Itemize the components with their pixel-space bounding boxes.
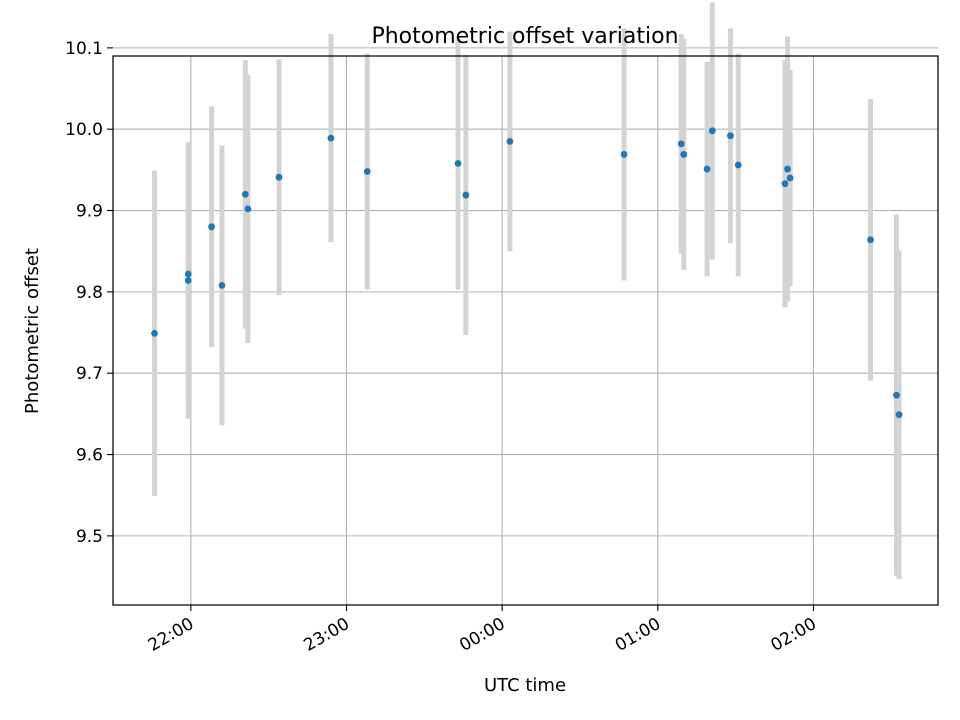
data-point	[680, 151, 688, 158]
y-axis-ticks: 9.5 9.6 9.7 9.8 9.9 10.0 10.1	[65, 39, 113, 547]
data-point	[218, 281, 226, 289]
data-points	[151, 127, 903, 419]
data-point	[677, 140, 685, 148]
data-point	[727, 132, 734, 140]
x-axis-label: UTC time	[484, 675, 566, 696]
y-tick-label: 9.7	[76, 364, 103, 384]
data-point	[895, 411, 903, 419]
data-point	[363, 168, 371, 175]
data-point	[506, 138, 514, 145]
data-point	[208, 223, 215, 231]
data-point	[454, 159, 462, 167]
plot-frame	[112, 55, 939, 606]
data-point	[462, 191, 470, 199]
data-point	[327, 134, 335, 142]
data-point	[734, 161, 742, 169]
grid	[113, 47, 938, 605]
data-point	[781, 180, 789, 188]
data-point	[786, 174, 794, 182]
y-tick-label: 10.1	[65, 39, 103, 59]
data-point	[184, 270, 192, 278]
data-point	[151, 329, 158, 337]
data-point	[241, 190, 249, 198]
data-point	[620, 151, 628, 158]
y-tick-label: 9.8	[76, 283, 103, 303]
y-tick-label: 9.6	[76, 446, 103, 466]
data-point	[784, 165, 791, 173]
y-tick-label: 10.0	[65, 120, 103, 140]
data-point	[275, 173, 283, 181]
data-point	[867, 236, 874, 244]
y-tick-label: 9.5	[76, 527, 103, 547]
data-point	[708, 127, 716, 135]
data-point	[703, 165, 711, 173]
data-point	[184, 277, 192, 284]
data-point	[244, 205, 252, 213]
y-axis-label: Photometric offset	[22, 248, 43, 414]
data-point	[893, 391, 900, 399]
chart-title: Photometric offset variation	[371, 24, 678, 49]
y-tick-label: 9.9	[76, 202, 103, 222]
